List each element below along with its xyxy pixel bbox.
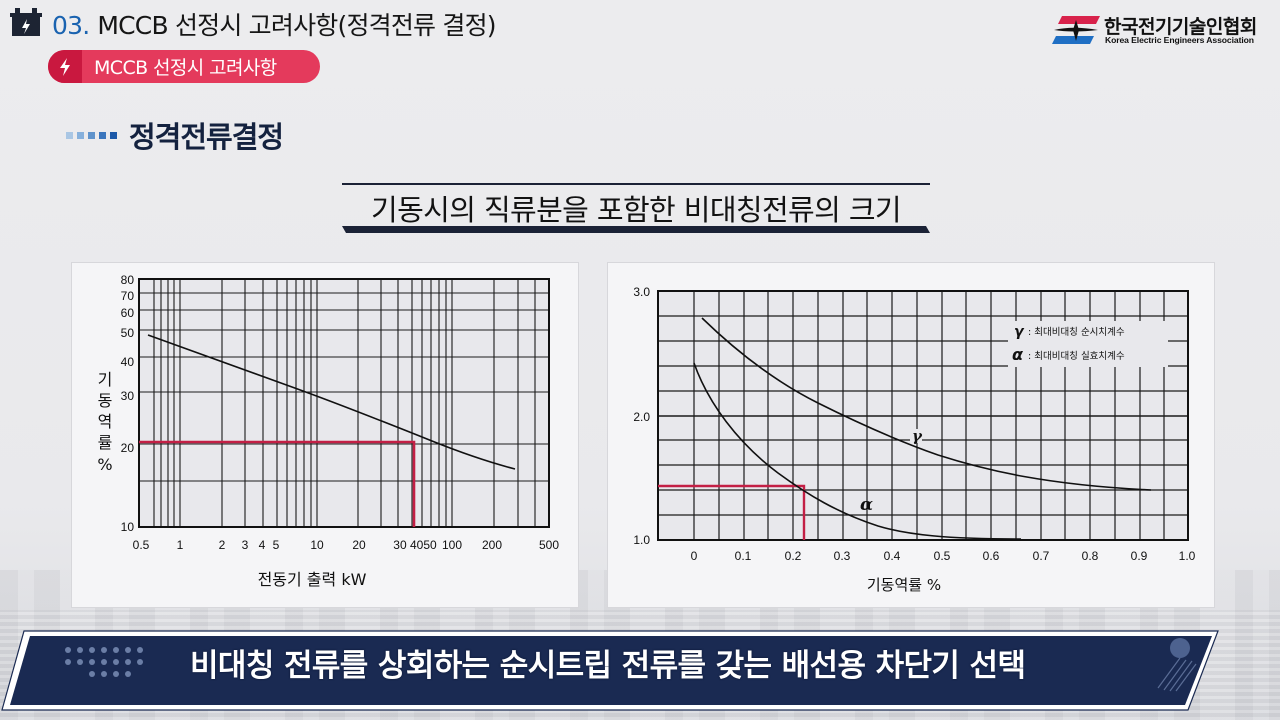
- svg-text:기동역률 %: 기동역률 %: [867, 576, 941, 594]
- chart-panel-power-factor: 80 70 60 50 40 30 20 10 0.5 1 2 3 4 5 10…: [71, 262, 579, 608]
- svg-text:80: 80: [121, 273, 135, 287]
- organization-logo: 한국전기기술인협회 Korea Electric Engineers Assoc…: [1052, 14, 1272, 48]
- svg-text:4: 4: [259, 538, 266, 552]
- lightning-icon: [48, 50, 82, 83]
- svg-text:기: 기: [98, 370, 113, 389]
- subtitle-text: 기동시의 직류분을 포함한 비대칭전류의 크기: [371, 193, 902, 227]
- logo-name-korean: 한국전기기술인협회: [1104, 16, 1257, 38]
- page-title-text: MCCB 선정시 고려사항(정격전류 결정): [97, 11, 496, 40]
- svg-text:5: 5: [273, 538, 280, 552]
- svg-text:0.7: 0.7: [1033, 549, 1050, 563]
- topic-badge-label: MCCB 선정시 고려사항: [94, 57, 277, 79]
- chart-subtitle: 기동시의 직류분을 포함한 비대칭전류의 크기: [342, 183, 930, 233]
- chart-asymmetry-factor-vs-power-factor: γ : 최대비대칭 순시치계수 α : 최대비대칭 실효치계수 γ α 3.0 …: [633, 285, 1196, 594]
- svg-text:0.8: 0.8: [1082, 549, 1099, 563]
- svg-text:동: 동: [98, 391, 113, 410]
- svg-text:: 최대비대칭 실효치계수: : 최대비대칭 실효치계수: [1028, 350, 1125, 362]
- svg-text:α: α: [1012, 345, 1024, 364]
- svg-text:0.3: 0.3: [834, 549, 851, 563]
- svg-text:0: 0: [691, 549, 698, 563]
- svg-text:0.1: 0.1: [735, 549, 752, 563]
- svg-text:40: 40: [121, 355, 135, 369]
- svg-text:0.5: 0.5: [934, 549, 951, 563]
- kea-emblem-icon: [1052, 16, 1100, 44]
- bullet-square: [88, 131, 95, 139]
- svg-text:2: 2: [219, 538, 226, 552]
- svg-text:30: 30: [121, 389, 135, 403]
- svg-text:0.5: 0.5: [133, 538, 150, 552]
- svg-text:100: 100: [442, 538, 462, 552]
- svg-text:γ: γ: [1014, 324, 1025, 340]
- bullet-square: [77, 131, 84, 139]
- svg-text:50: 50: [121, 326, 135, 340]
- svg-text:0.4: 0.4: [884, 549, 901, 563]
- svg-text:%: %: [97, 455, 112, 474]
- battery-bolt-icon: [10, 8, 42, 36]
- subtitle-underline: [342, 226, 930, 233]
- bullet-square: [66, 131, 73, 139]
- svg-text:0.2: 0.2: [785, 549, 802, 563]
- svg-text:200: 200: [482, 538, 502, 552]
- svg-text:1.0: 1.0: [1179, 549, 1196, 563]
- topic-badge: MCCB 선정시 고려사항: [48, 50, 320, 83]
- svg-text:500: 500: [539, 538, 559, 552]
- svg-text:전동기 출력 kW: 전동기 출력 kW: [258, 570, 367, 589]
- page-title: 03. MCCB 선정시 고려사항(정격전류 결정): [52, 6, 497, 42]
- svg-text:10: 10: [121, 520, 135, 534]
- svg-text:60: 60: [121, 306, 135, 320]
- svg-text:20: 20: [121, 441, 135, 455]
- footer-banner: [1, 630, 1219, 711]
- svg-text:1.0: 1.0: [633, 533, 650, 547]
- svg-text:: 최대비대칭 순시치계수: : 최대비대칭 순시치계수: [1028, 326, 1125, 338]
- alpha-curve-label: α: [860, 495, 873, 515]
- section-number: 03.: [52, 11, 90, 40]
- svg-text:역: 역: [98, 412, 113, 431]
- svg-text:30 4050: 30 4050: [393, 538, 437, 552]
- svg-text:10: 10: [310, 538, 324, 552]
- bullet-square: [99, 131, 106, 139]
- svg-text:70: 70: [121, 289, 135, 303]
- svg-text:1: 1: [177, 538, 184, 552]
- bullet-square: [110, 131, 117, 139]
- subtitle-top-rule: [342, 183, 930, 185]
- svg-text:률: 률: [98, 433, 113, 452]
- chart-panel-asymmetry-factor: γ : 최대비대칭 순시치계수 α : 최대비대칭 실효치계수 γ α 3.0 …: [607, 262, 1215, 608]
- svg-text:3: 3: [242, 538, 249, 552]
- logo-name-english: Korea Electric Engineers Association: [1105, 35, 1254, 45]
- section-title: 정격전류결정: [129, 120, 284, 154]
- footer-banner-text: 비대칭 전류를 상회하는 순시트립 전류를 갖는 배선용 차단기 선택: [190, 648, 1026, 684]
- svg-text:2.0: 2.0: [633, 410, 650, 424]
- svg-text:20: 20: [352, 538, 366, 552]
- section-heading: 정격전류결정: [66, 114, 284, 156]
- svg-text:3.0: 3.0: [633, 285, 650, 299]
- chart-motor-output-vs-power-factor: 80 70 60 50 40 30 20 10 0.5 1 2 3 4 5 10…: [97, 273, 559, 589]
- svg-text:0.9: 0.9: [1131, 549, 1148, 563]
- gamma-curve-label: γ: [912, 427, 923, 445]
- svg-text:0.6: 0.6: [983, 549, 1000, 563]
